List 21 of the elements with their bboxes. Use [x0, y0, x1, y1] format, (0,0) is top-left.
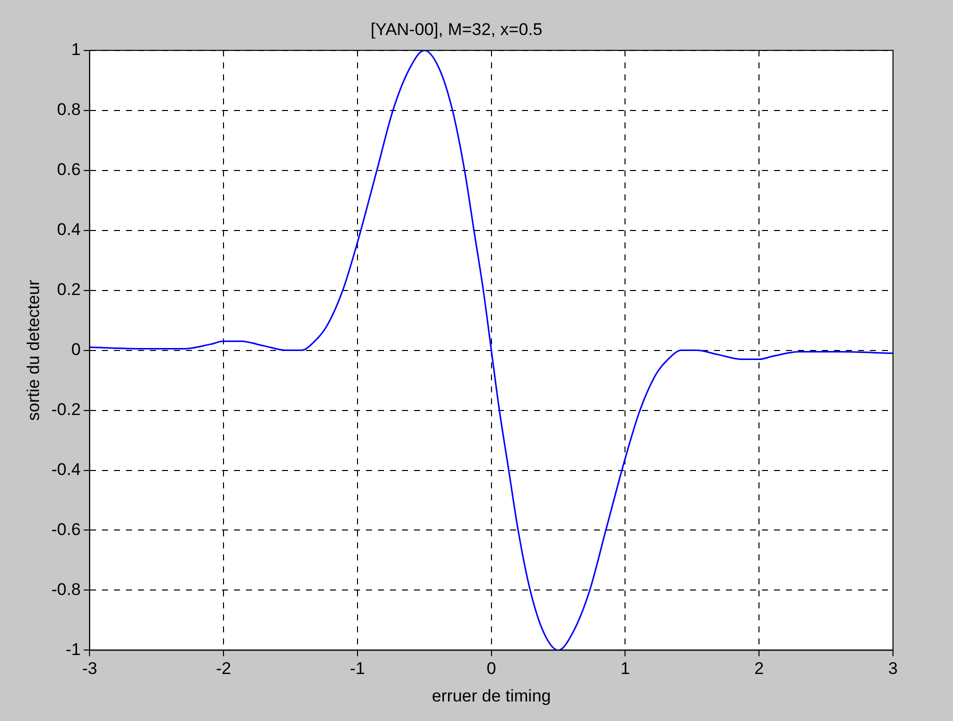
y-tick-label: 0.2	[57, 280, 81, 300]
y-axis-title: sortie du detecteur	[24, 280, 43, 421]
y-tick-label: 0.4	[57, 220, 81, 240]
x-axis-title: erruer de timing	[432, 686, 551, 706]
y-tick-label: -0.4	[51, 460, 81, 479]
x-tick-label: 1	[620, 659, 630, 678]
y-tick-label: -1	[66, 640, 81, 659]
y-tick-label: -0.2	[51, 400, 81, 419]
x-tick-label: -3	[82, 659, 98, 678]
y-tick-label: -0.6	[51, 520, 81, 539]
x-tick-label: 2	[754, 659, 764, 678]
x-tick-label: 3	[888, 659, 898, 678]
y-tick-label: 0.8	[57, 100, 81, 120]
y-tick-label: 0.6	[57, 160, 81, 180]
y-tick-label: -0.8	[51, 580, 81, 599]
x-tick-label: -1	[350, 659, 366, 678]
y-tick-label: 1	[71, 40, 81, 60]
x-tick-label: 0	[486, 659, 496, 678]
x-tick-label: -2	[216, 659, 232, 678]
chart-title: [YAN-00], M=32, x=0.5	[370, 20, 542, 39]
y-tick-label: 0	[71, 340, 81, 359]
